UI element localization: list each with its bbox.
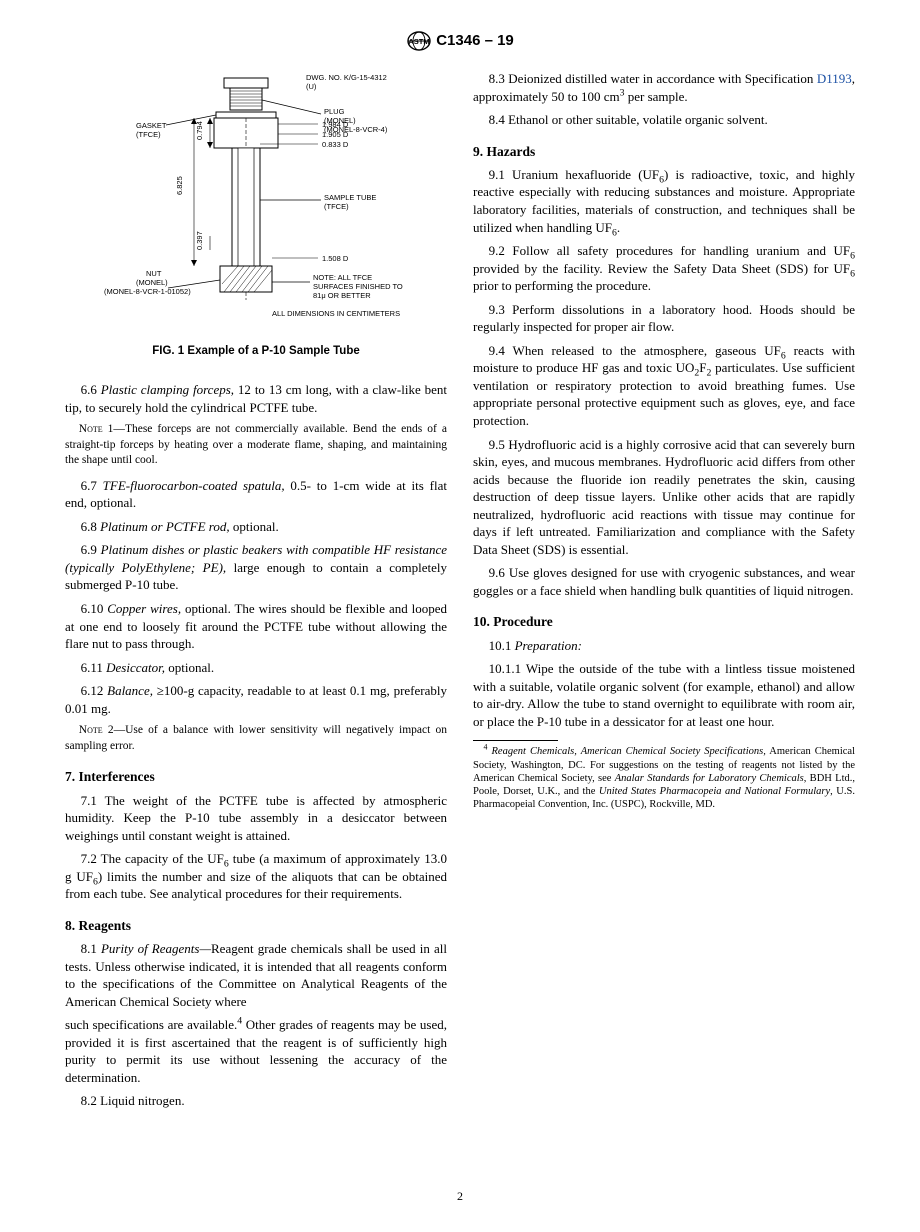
para-9-1: 9.1 Uranium hexafluoride (UF6) is radioa…	[473, 166, 855, 236]
svg-text:81μ OR BETTER: 81μ OR BETTER	[313, 291, 371, 300]
para-6-7: 6.7 TFE-fluorocarbon-coated spatula, 0.5…	[65, 477, 447, 512]
heading-10: 10. Procedure	[473, 613, 855, 631]
svg-text:GASKET: GASKET	[136, 121, 167, 130]
svg-text:1.905 D: 1.905 D	[322, 130, 349, 139]
astm-logo-icon: ASTM	[406, 30, 432, 52]
heading-8: 8. Reagents	[65, 917, 447, 935]
svg-text:NUT: NUT	[146, 269, 162, 278]
heading-9: 9. Hazards	[473, 143, 855, 161]
para-6-12: 6.12 Balance, ≥100-g capacity, readable …	[65, 682, 447, 717]
para-9-5: 9.5 Hydrofluoric acid is a highly corros…	[473, 436, 855, 559]
footnote-rule	[473, 740, 558, 741]
note-1: Note 1—These forceps are not commerciall…	[65, 422, 447, 469]
svg-text:0.794: 0.794	[195, 121, 204, 140]
para-8-4: 8.4 Ethanol or other suitable, volatile …	[473, 111, 855, 129]
svg-text:(MONEL): (MONEL)	[136, 278, 168, 287]
para-6-11: 6.11 Desiccator, optional.	[65, 659, 447, 677]
svg-text:(TFCE): (TFCE)	[136, 130, 161, 139]
designation: C1346 – 19	[436, 32, 514, 49]
svg-text:SAMPLE TUBE: SAMPLE TUBE	[324, 193, 376, 202]
svg-text:ALL DIMENSIONS IN CENTIMETERS: ALL DIMENSIONS IN CENTIMETERS	[272, 309, 400, 318]
svg-text:SURFACES FINISHED TO: SURFACES FINISHED TO	[313, 282, 403, 291]
p10-tube-diagram: DWG. NO. K/G-15-4312 (U) PLUG (MONEL) (M…	[96, 70, 416, 335]
svg-text:1.984 D: 1.984 D	[322, 120, 349, 129]
heading-7: 7. Interferences	[65, 768, 447, 786]
para-8-1-cont: such specifications are available.4 Othe…	[65, 1016, 447, 1086]
page-number: 2	[0, 1188, 920, 1204]
note-2: Note 2—Use of a balance with lower sensi…	[65, 723, 447, 754]
document-header: ASTM C1346 – 19	[65, 30, 855, 52]
para-8-1: 8.1 Purity of Reagents—Reagent grade che…	[65, 940, 447, 1010]
svg-text:NOTE: ALL TFCE: NOTE: ALL TFCE	[313, 273, 372, 282]
para-9-4: 9.4 When released to the atmosphere, gas…	[473, 342, 855, 430]
para-6-8: 6.8 Platinum or PCTFE rod, optional.	[65, 518, 447, 536]
para-10-1-1: 10.1.1 Wipe the outside of the tube with…	[473, 660, 855, 730]
svg-text:PLUG: PLUG	[324, 107, 345, 116]
para-8-2: 8.2 Liquid nitrogen.	[65, 1092, 447, 1110]
para-9-2: 9.2 Follow all safety procedures for han…	[473, 242, 855, 295]
para-9-3: 9.3 Perform dissolutions in a laboratory…	[473, 301, 855, 336]
svg-text:6.825: 6.825	[175, 176, 184, 195]
svg-text:(U): (U)	[306, 82, 317, 91]
svg-text:DWG. NO. K/G-15-4312: DWG. NO. K/G-15-4312	[306, 73, 387, 82]
para-8-3: 8.3 Deionized distilled water in accorda…	[473, 70, 855, 105]
svg-text:(MONEL-8-VCR-1-01052): (MONEL-8-VCR-1-01052)	[104, 287, 191, 296]
svg-text:0.833 D: 0.833 D	[322, 140, 349, 149]
svg-text:0.397: 0.397	[195, 231, 204, 250]
footnote-4: 4 Reagent Chemicals, American Chemical S…	[473, 745, 855, 811]
para-6-9: 6.9 Platinum dishes or plastic beakers w…	[65, 541, 447, 594]
figure-1: DWG. NO. K/G-15-4312 (U) PLUG (MONEL) (M…	[65, 70, 447, 359]
svg-text:(TFCE): (TFCE)	[324, 202, 349, 211]
link-d1193[interactable]: D1193	[817, 71, 852, 86]
para-9-6: 9.6 Use gloves designed for use with cry…	[473, 564, 855, 599]
para-10-1: 10.1 Preparation:	[473, 637, 855, 655]
svg-text:1.508 D: 1.508 D	[322, 254, 349, 263]
para-7-2: 7.2 The capacity of the UF6 tube (a maxi…	[65, 850, 447, 903]
para-6-6: 6.6 Plastic clamping forceps, 12 to 13 c…	[65, 381, 447, 416]
svg-text:ASTM: ASTM	[409, 37, 430, 46]
para-6-10: 6.10 Copper wires, optional. The wires s…	[65, 600, 447, 653]
figure-caption: FIG. 1 Example of a P-10 Sample Tube	[65, 344, 447, 360]
para-7-1: 7.1 The weight of the PCTFE tube is affe…	[65, 792, 447, 845]
two-column-body: DWG. NO. K/G-15-4312 (U) PLUG (MONEL) (M…	[65, 70, 855, 1140]
